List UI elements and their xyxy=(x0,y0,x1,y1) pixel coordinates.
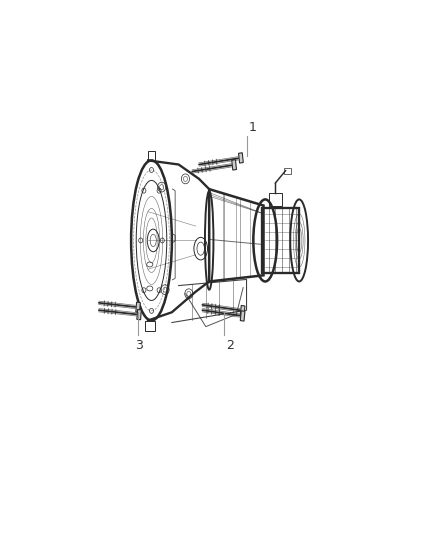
Text: 2: 2 xyxy=(226,339,234,352)
Polygon shape xyxy=(137,310,141,320)
Text: 3: 3 xyxy=(135,339,143,352)
Text: 1: 1 xyxy=(248,121,256,134)
Polygon shape xyxy=(232,160,237,170)
Polygon shape xyxy=(239,153,243,163)
Polygon shape xyxy=(240,311,245,321)
Polygon shape xyxy=(240,305,245,316)
Polygon shape xyxy=(136,302,140,312)
